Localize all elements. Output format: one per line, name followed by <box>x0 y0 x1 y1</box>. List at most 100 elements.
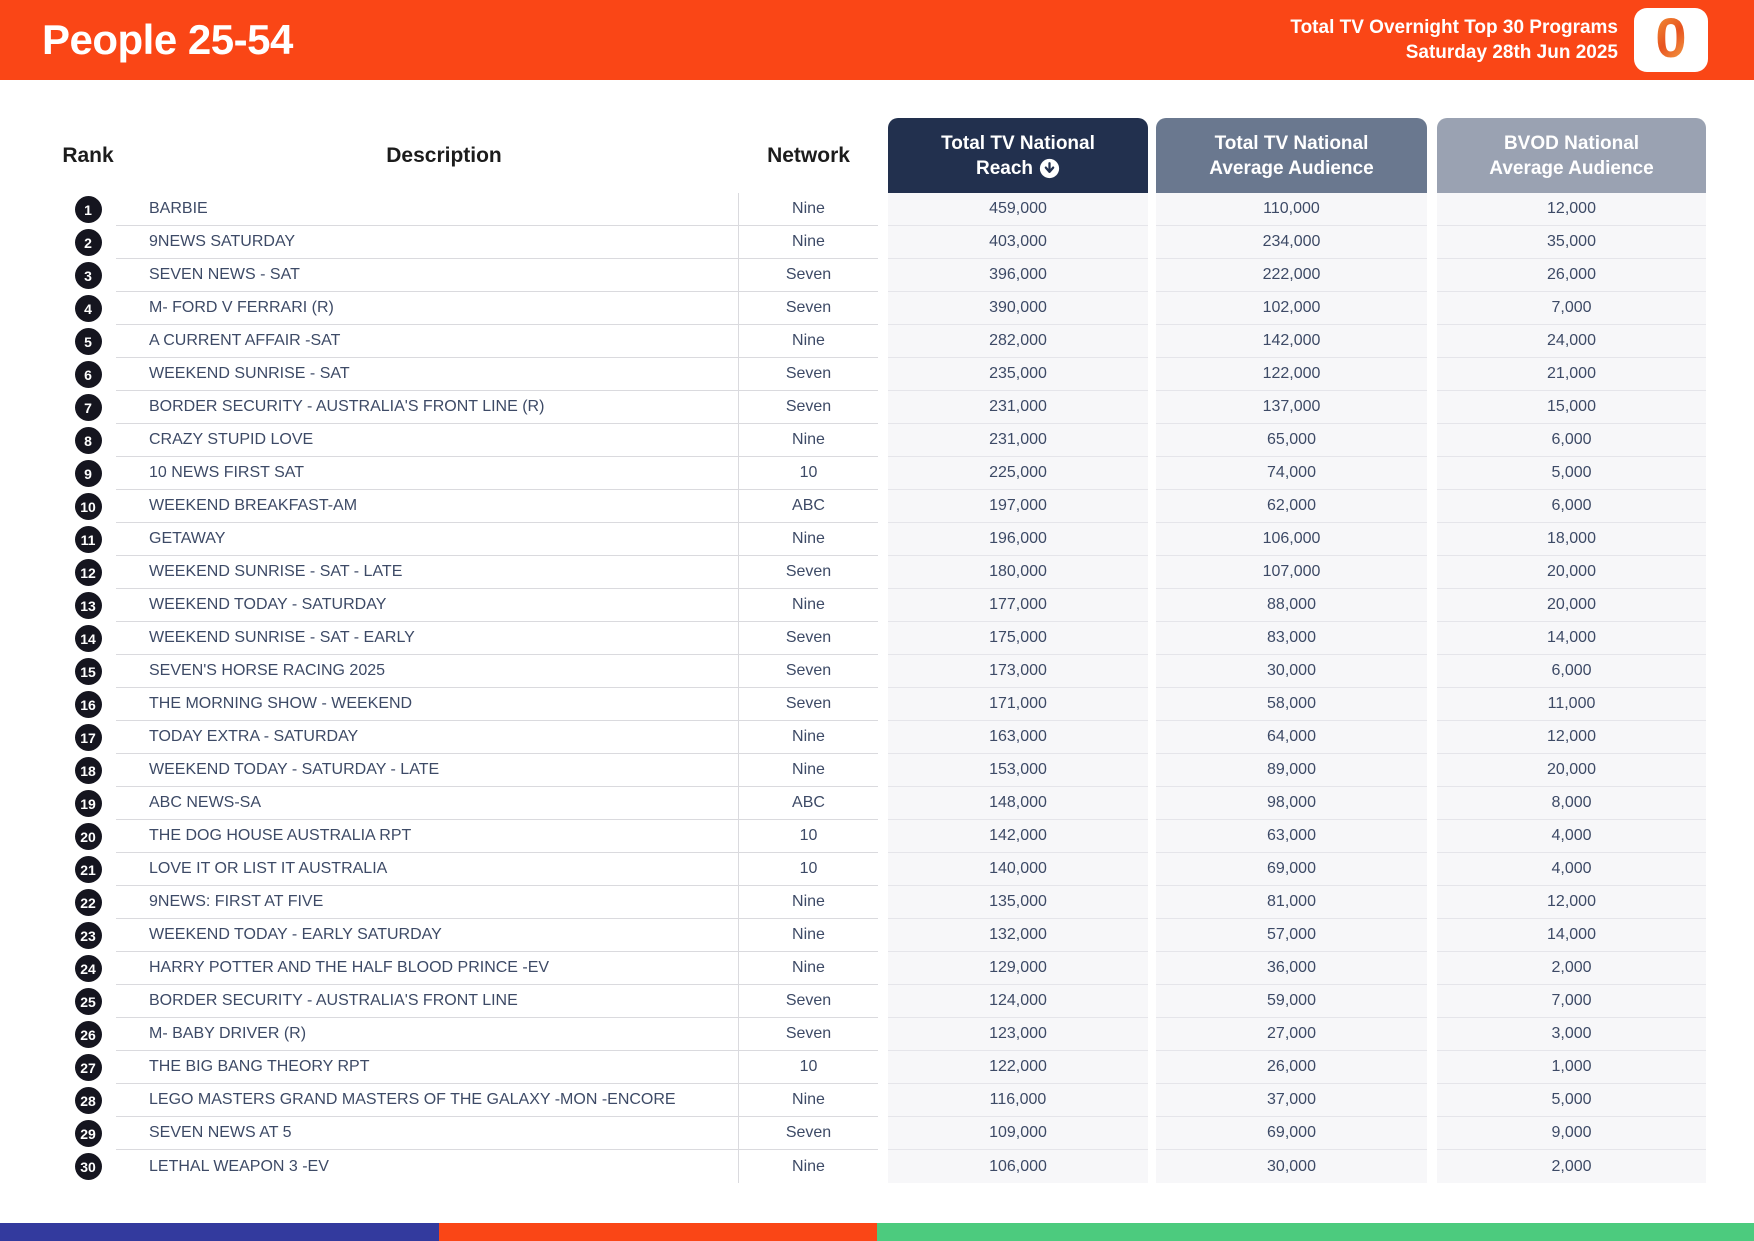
column-gap <box>878 919 888 952</box>
header-gap <box>1148 118 1156 193</box>
rank-cell: 25 <box>60 985 116 1018</box>
rank-cell: 16 <box>60 688 116 721</box>
rank-badge: 21 <box>74 856 102 883</box>
column-gap <box>878 424 888 457</box>
description-cell: 9NEWS SATURDAY <box>116 226 739 259</box>
column-gap <box>878 688 888 721</box>
rank-cell: 1 <box>60 193 116 226</box>
avg-audience-cell: 142,000 <box>1156 325 1427 358</box>
column-gap <box>878 655 888 688</box>
bvod-audience-cell: 20,000 <box>1437 589 1706 622</box>
column-gap <box>1427 292 1437 325</box>
avg-audience-cell: 63,000 <box>1156 820 1427 853</box>
avg-audience-cell: 57,000 <box>1156 919 1427 952</box>
bvod-header-line1: BVOD National <box>1503 132 1640 154</box>
column-gap <box>878 820 888 853</box>
column-gap <box>878 1051 888 1084</box>
table-row: 23 WEEKEND TODAY - EARLY SATURDAY Nine 1… <box>60 919 1706 952</box>
column-gap <box>1427 886 1437 919</box>
table-row: 5 A CURRENT AFFAIR -SAT Nine 282,000 142… <box>60 325 1706 358</box>
rank-cell: 17 <box>60 721 116 754</box>
column-gap <box>1427 820 1437 853</box>
bvod-audience-cell: 2,000 <box>1437 1150 1706 1183</box>
rank-badge: 15 <box>74 658 102 685</box>
bvod-audience-cell: 6,000 <box>1437 424 1706 457</box>
table-row: 11 GETAWAY Nine 196,000 106,000 18,000 <box>60 523 1706 556</box>
column-gap <box>1427 721 1437 754</box>
column-gap <box>1148 589 1156 622</box>
column-gap <box>1148 952 1156 985</box>
bvod-audience-cell: 15,000 <box>1437 391 1706 424</box>
col-header-bvod-audience[interactable]: BVOD National Average Audience <box>1437 118 1706 193</box>
rank-badge: 2 <box>74 229 102 256</box>
column-gap <box>1148 457 1156 490</box>
bvod-audience-cell: 7,000 <box>1437 985 1706 1018</box>
reach-cell: 396,000 <box>888 259 1148 292</box>
column-gap <box>1427 358 1437 391</box>
column-gap <box>1148 1084 1156 1117</box>
table-row: 29 SEVEN NEWS AT 5 Seven 109,000 69,000 … <box>60 1117 1706 1150</box>
col-header-reach[interactable]: Total TV National Reach <box>888 118 1148 193</box>
column-gap <box>1427 259 1437 292</box>
network-cell: Nine <box>739 721 878 754</box>
col-header-rank: Rank <box>62 143 114 167</box>
column-gap <box>878 226 888 259</box>
sort-descending-icon[interactable] <box>1039 158 1060 179</box>
rank-badge: 22 <box>74 889 102 916</box>
table-row: 22 9NEWS: FIRST AT FIVE Nine 135,000 81,… <box>60 886 1706 919</box>
avg-audience-cell: 36,000 <box>1156 952 1427 985</box>
avg-audience-cell: 64,000 <box>1156 721 1427 754</box>
rank-cell: 18 <box>60 754 116 787</box>
col-header-network: Network <box>767 143 850 167</box>
rank-cell: 22 <box>60 886 116 919</box>
description-cell: ABC NEWS-SA <box>116 787 739 820</box>
avg-audience-cell: 37,000 <box>1156 1084 1427 1117</box>
rank-cell: 10 <box>60 490 116 523</box>
bvod-audience-cell: 4,000 <box>1437 820 1706 853</box>
description-cell: THE MORNING SHOW - WEEKEND <box>116 688 739 721</box>
reach-cell: 148,000 <box>888 787 1148 820</box>
reach-cell: 142,000 <box>888 820 1148 853</box>
table-row: 3 SEVEN NEWS - SAT Seven 396,000 222,000… <box>60 259 1706 292</box>
column-gap <box>1148 787 1156 820</box>
column-gap <box>878 622 888 655</box>
description-cell: THE DOG HOUSE AUSTRALIA RPT <box>116 820 739 853</box>
column-gap <box>878 292 888 325</box>
column-gap <box>878 1150 888 1183</box>
column-gap <box>1427 985 1437 1018</box>
table-row: 14 WEEKEND SUNRISE - SAT - EARLY Seven 1… <box>60 622 1706 655</box>
reach-cell: 390,000 <box>888 292 1148 325</box>
rank-badge: 23 <box>74 922 102 949</box>
column-gap <box>1148 820 1156 853</box>
reach-cell: 173,000 <box>888 655 1148 688</box>
rank-badge: 1 <box>74 196 102 223</box>
column-gap <box>1427 688 1437 721</box>
reach-cell: 122,000 <box>888 1051 1148 1084</box>
bvod-audience-cell: 5,000 <box>1437 1084 1706 1117</box>
table-row: 6 WEEKEND SUNRISE - SAT Seven 235,000 12… <box>60 358 1706 391</box>
network-cell: Seven <box>739 358 878 391</box>
col-header-avg-audience[interactable]: Total TV National Average Audience <box>1156 118 1427 193</box>
table-row: 18 WEEKEND TODAY - SATURDAY - LATE Nine … <box>60 754 1706 787</box>
bvod-audience-cell: 24,000 <box>1437 325 1706 358</box>
avg-audience-cell: 88,000 <box>1156 589 1427 622</box>
bvod-audience-cell: 12,000 <box>1437 886 1706 919</box>
column-gap <box>1427 1084 1437 1117</box>
description-cell: BORDER SECURITY - AUSTRALIA'S FRONT LINE <box>116 985 739 1018</box>
rank-cell: 27 <box>60 1051 116 1084</box>
column-gap <box>1148 556 1156 589</box>
reach-cell: 197,000 <box>888 490 1148 523</box>
description-cell: LOVE IT OR LIST IT AUSTRALIA <box>116 853 739 886</box>
column-gap <box>1427 754 1437 787</box>
footer-stripe-green <box>877 1223 1754 1241</box>
column-gap <box>1148 259 1156 292</box>
network-cell: Nine <box>739 523 878 556</box>
column-gap <box>878 523 888 556</box>
rank-cell: 7 <box>60 391 116 424</box>
banner-right-block: Total TV Overnight Top 30 Programs Satur… <box>1290 8 1754 72</box>
table-row: 21 LOVE IT OR LIST IT AUSTRALIA 10 140,0… <box>60 853 1706 886</box>
column-gap <box>878 325 888 358</box>
description-cell: WEEKEND BREAKFAST-AM <box>116 490 739 523</box>
table-row: 30 LETHAL WEAPON 3 -EV Nine 106,000 30,0… <box>60 1150 1706 1183</box>
reach-cell: 180,000 <box>888 556 1148 589</box>
